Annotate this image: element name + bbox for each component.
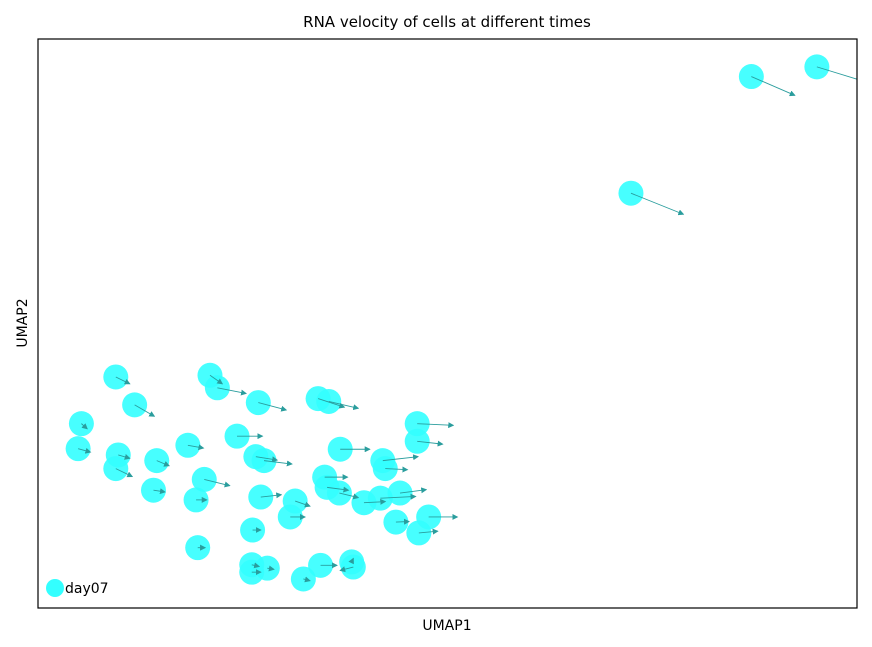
cell-point-13 — [103, 456, 129, 482]
velocity-arrow-15 — [187, 444, 205, 451]
velocity-arrow-47 — [339, 566, 354, 573]
axes-frame — [37, 38, 858, 609]
velocity-arrow-31 — [327, 486, 350, 493]
velocity-arrow-36 — [395, 518, 411, 525]
velocity-arrow-43 — [267, 565, 275, 572]
plot-area — [65, 54, 858, 592]
velocity-arrow-18 — [263, 460, 293, 467]
velocity-arrow-13 — [115, 468, 134, 478]
velocity-arrow-9 — [328, 401, 360, 411]
legend-marker-day07 — [46, 579, 64, 597]
arrows-layer — [78, 66, 858, 583]
velocity-arrow-12 — [118, 454, 131, 460]
velocity-arrow-2 — [630, 192, 685, 216]
velocity-arrow-23 — [417, 440, 444, 447]
velocity-arrow-3 — [115, 376, 131, 385]
velocity-arrow-21 — [385, 466, 409, 473]
velocity-arrow-22 — [417, 422, 455, 429]
velocity-arrow-33 — [363, 498, 387, 505]
velocity-arrow-4 — [134, 404, 156, 417]
x-axis-label: UMAP1 — [422, 618, 471, 634]
legend: day07 — [46, 579, 109, 597]
velocity-arrow-1 — [816, 66, 858, 80]
velocity-arrow-7 — [258, 402, 288, 412]
velocity-arrow-14 — [156, 460, 170, 467]
velocity-arrow-20 — [382, 454, 420, 462]
velocity-arrow-32 — [339, 492, 360, 500]
cell-point-3 — [103, 364, 129, 390]
velocity-arrow-17 — [255, 456, 279, 463]
velocity-arrow-46 — [348, 557, 354, 565]
y-axis-label: UMAP2 — [15, 298, 31, 347]
velocity-arrow-41 — [251, 562, 261, 569]
chart-title: RNA velocity of cells at different times — [303, 13, 591, 31]
legend-label-day07: day07 — [65, 581, 109, 597]
velocity-arrow-44 — [303, 576, 311, 583]
velocity-arrow-8 — [317, 398, 346, 409]
velocity-arrow-28 — [295, 500, 311, 508]
velocity-arrow-10 — [81, 423, 88, 430]
velocity-arrow-11 — [78, 447, 92, 454]
velocity-arrow-24 — [204, 478, 231, 488]
velocity-arrow-6 — [217, 387, 248, 396]
velocity-arrow-5 — [209, 374, 224, 385]
velocity-arrow-34 — [380, 493, 417, 500]
velocity-arrow-25 — [153, 488, 166, 495]
velocity-arrow-35 — [399, 487, 428, 494]
velocity-arrow-27 — [260, 492, 283, 499]
velocity-arrow-38 — [418, 528, 439, 535]
points-layer — [65, 54, 830, 592]
velocity-arrow-0 — [751, 76, 796, 97]
